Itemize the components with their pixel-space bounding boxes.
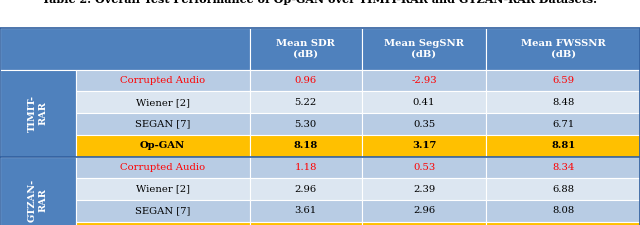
Text: Op-GAN: Op-GAN	[140, 141, 185, 150]
Text: 8.18: 8.18	[294, 141, 317, 150]
Bar	[362, 113, 486, 135]
Bar	[76, 200, 250, 222]
Bar	[0, 28, 250, 70]
Bar	[250, 135, 362, 157]
Text: Table 2: Overall Test Performance of Op-GAN over TIMIT-RAR and GTZAN-RAR Dataset: Table 2: Overall Test Performance of Op-…	[42, 0, 598, 5]
Text: -2.93: -2.93	[411, 76, 437, 85]
Bar	[76, 222, 250, 225]
Text: 6.71: 6.71	[552, 119, 574, 128]
Bar	[362, 157, 486, 178]
Text: 3.61: 3.61	[294, 206, 317, 215]
Text: SEGAN [7]: SEGAN [7]	[135, 119, 190, 128]
Bar	[250, 178, 362, 200]
Text: 8.48: 8.48	[552, 98, 574, 107]
Text: Wiener [2]: Wiener [2]	[136, 98, 189, 107]
Bar	[486, 92, 640, 113]
Text: SEGAN [7]: SEGAN [7]	[135, 206, 190, 215]
Text: 0.35: 0.35	[413, 119, 435, 128]
Text: Mean SDR
(dB): Mean SDR (dB)	[276, 39, 335, 58]
Bar	[362, 200, 486, 222]
Text: 8.81: 8.81	[551, 141, 575, 150]
Bar	[486, 113, 640, 135]
Bar	[250, 157, 362, 178]
Text: 0.41: 0.41	[413, 98, 435, 107]
Text: 8.08: 8.08	[552, 206, 574, 215]
Text: Corrupted Audio: Corrupted Audio	[120, 163, 205, 172]
Text: Mean SegSNR
(dB): Mean SegSNR (dB)	[384, 39, 464, 58]
Text: 0.53: 0.53	[413, 163, 435, 172]
Text: Corrupted Audio: Corrupted Audio	[120, 76, 205, 85]
Bar	[486, 28, 640, 70]
Bar	[486, 200, 640, 222]
Bar	[0, 157, 76, 225]
Bar	[0, 70, 76, 157]
Bar	[76, 157, 250, 178]
Bar	[486, 70, 640, 91]
Text: Wiener [2]: Wiener [2]	[136, 185, 189, 194]
Text: 8.34: 8.34	[552, 163, 574, 172]
Bar	[362, 70, 486, 91]
Text: 6.88: 6.88	[552, 185, 574, 194]
Bar	[250, 92, 362, 113]
Bar	[76, 178, 250, 200]
Bar	[362, 135, 486, 157]
Bar	[486, 157, 640, 178]
Bar	[250, 28, 362, 70]
Bar	[362, 92, 486, 113]
Text: 5.30: 5.30	[294, 119, 317, 128]
Text: 0.96: 0.96	[294, 76, 317, 85]
Bar	[362, 28, 486, 70]
Bar	[486, 135, 640, 157]
Bar	[486, 178, 640, 200]
Text: 5.22: 5.22	[294, 98, 317, 107]
Bar	[362, 178, 486, 200]
Text: 2.39: 2.39	[413, 185, 435, 194]
Text: 6.59: 6.59	[552, 76, 574, 85]
Bar	[250, 70, 362, 91]
Bar	[76, 70, 250, 91]
Bar	[250, 113, 362, 135]
Text: 3.17: 3.17	[412, 141, 436, 150]
Bar	[250, 222, 362, 225]
Text: GTZAN-
RAR: GTZAN- RAR	[28, 178, 47, 222]
Text: 2.96: 2.96	[294, 185, 317, 194]
Bar	[250, 200, 362, 222]
Bar	[76, 92, 250, 113]
Text: Mean FWSSNR
(dB): Mean FWSSNR (dB)	[521, 39, 605, 58]
Bar	[362, 222, 486, 225]
Text: 2.96: 2.96	[413, 206, 435, 215]
Bar	[76, 113, 250, 135]
Bar	[486, 222, 640, 225]
Text: 1.18: 1.18	[294, 163, 317, 172]
Text: TIMIT-
RAR: TIMIT- RAR	[28, 95, 47, 132]
Bar	[76, 135, 250, 157]
